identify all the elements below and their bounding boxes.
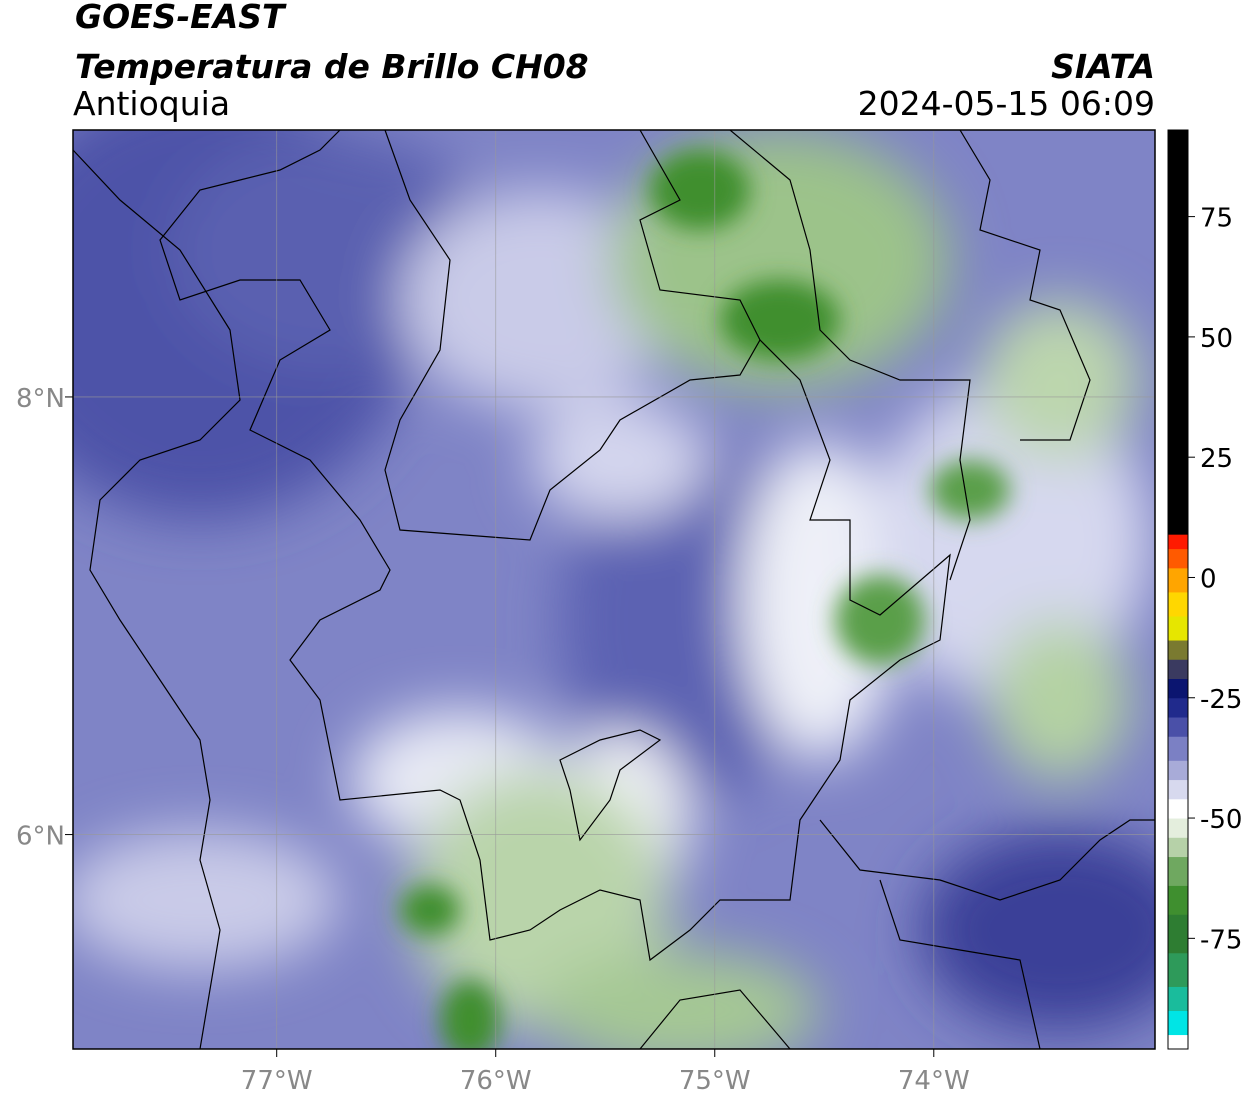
x-tick-label: 76°W	[460, 1066, 532, 1096]
colorbar-segment	[1168, 615, 1188, 641]
colorbar-segment	[1168, 779, 1188, 800]
colorbar-segment	[1168, 697, 1188, 718]
region: Antioquia	[73, 84, 230, 123]
colorbar-segment	[1168, 986, 1188, 1012]
colorbar-tick-label: -75	[1200, 925, 1242, 955]
colorbar-segment	[1168, 130, 1188, 535]
colorbar-tick-label: -50	[1200, 805, 1242, 835]
colorbar-segment	[1168, 678, 1188, 699]
graticule: 77°W 76°W 75°W 74°W 6°N 8°N	[16, 130, 1155, 1096]
colorbar-tick-label: 50	[1200, 324, 1233, 354]
y-tick-label: 8°N	[16, 384, 65, 414]
colorbar: -75 -50 -25 0 25 50 75	[1167, 129, 1242, 1050]
colorbar-segment	[1168, 914, 1188, 954]
colorbar-segment	[1168, 659, 1188, 680]
x-tick-label: 75°W	[679, 1066, 751, 1096]
colorbar-segment	[1168, 798, 1188, 819]
map-frame	[72, 129, 1156, 1050]
source: SIATA	[1051, 47, 1155, 86]
colorbar-segment	[1168, 591, 1188, 617]
satellite-image	[73, 130, 1155, 1049]
colorbar-segment	[1168, 567, 1188, 593]
colorbar-segment	[1168, 885, 1188, 915]
colorbar-tick-label: 0	[1200, 564, 1217, 594]
x-tick-label: 77°W	[241, 1066, 313, 1096]
colorbar-segment	[1168, 548, 1188, 569]
colorbar-segment	[1168, 640, 1188, 660]
colorbar-frame	[1167, 129, 1189, 1050]
colorbar-segment	[1168, 856, 1188, 886]
colorbar-segment	[1168, 837, 1188, 858]
title: GOES-EAST	[75, 0, 287, 36]
colorbar-segment	[1168, 717, 1188, 737]
colorbar-segment	[1168, 534, 1188, 550]
colorbar-segment	[1168, 760, 1188, 781]
colorbar-segment	[1168, 952, 1188, 987]
colorbar-tick-label: -25	[1200, 685, 1242, 715]
colorbar-segment	[1168, 1034, 1188, 1050]
colorbar-tick-label: 25	[1200, 444, 1233, 474]
x-tick-label: 74°W	[898, 1066, 970, 1096]
timestamp: 2024-05-15 06:09	[858, 84, 1155, 123]
colorbar-segment	[1168, 1010, 1188, 1036]
colorbar-segment	[1168, 818, 1188, 838]
subtitle: Temperatura de Brillo CH08	[75, 47, 589, 86]
colorbar-tick-label: 75	[1200, 204, 1233, 234]
colorbar-segment	[1168, 736, 1188, 761]
y-tick-label: 6°N	[16, 822, 65, 852]
